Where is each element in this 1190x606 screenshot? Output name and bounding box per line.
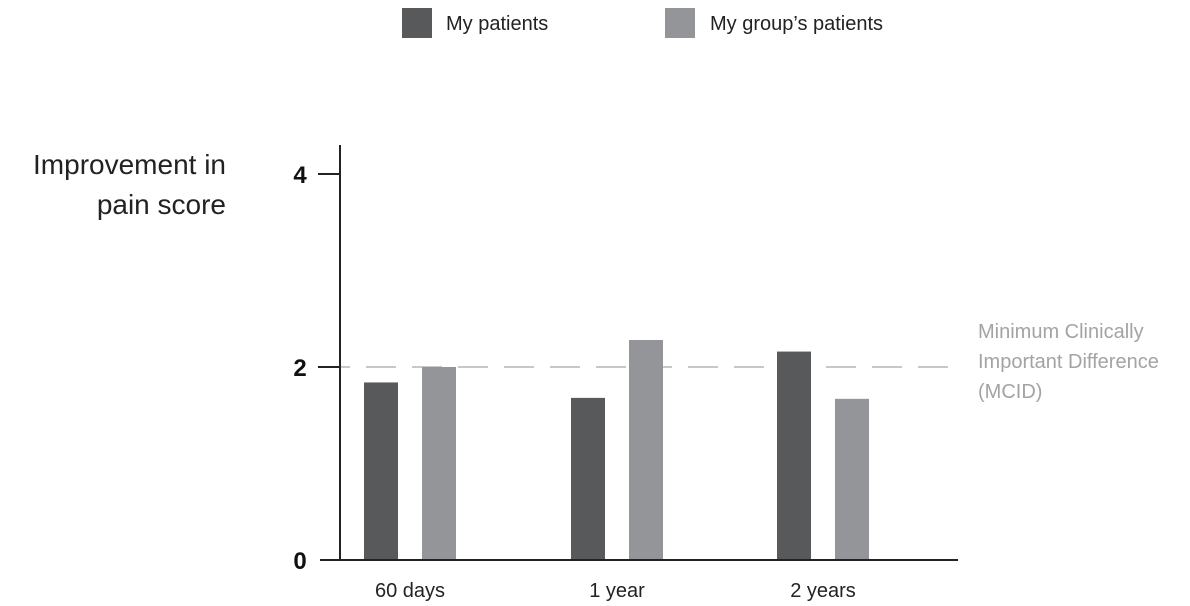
y-axis-title: Improvement in pain score	[33, 149, 226, 220]
x-tick-label: 60 days	[375, 580, 445, 602]
x-axis-ticks: 60 days 1 year 2 years	[375, 580, 856, 602]
y-axis-title-line-2: pain score	[97, 189, 226, 220]
y-tick-label: 4	[293, 162, 307, 189]
bar-my-patients-2	[571, 397, 605, 560]
legend-swatch-group-patients	[665, 8, 695, 38]
bars-layer	[364, 339, 869, 560]
legend-swatch-my-patients	[402, 8, 432, 38]
legend: My patients My group’s patients	[402, 8, 883, 38]
bar-my-patients-1	[364, 382, 398, 560]
mcid-label-line-3: (MCID)	[978, 381, 1042, 403]
legend-label-group-patients: My group’s patients	[710, 13, 883, 35]
legend-label-my-patients: My patients	[446, 13, 548, 35]
bar-group-patients-3	[835, 398, 869, 560]
y-axis-title-line-1: Improvement in	[33, 149, 226, 180]
x-tick-label: 2 years	[790, 580, 856, 602]
y-tick-label: 2	[293, 355, 306, 382]
bar-my-patients-3	[777, 351, 811, 560]
y-tick-label: 0	[293, 548, 306, 575]
bar-group-patients-2	[629, 339, 663, 560]
x-tick-label: 1 year	[589, 580, 645, 602]
bar-group-patients-1	[422, 367, 456, 560]
mcid-label-line-1: Minimum Clinically	[978, 321, 1144, 343]
y-axis-ticks: 0 2 4	[293, 162, 340, 575]
mcid-label-line-2: Important Difference	[978, 351, 1159, 373]
mcid-label: Minimum Clinically Important Difference …	[978, 321, 1159, 403]
